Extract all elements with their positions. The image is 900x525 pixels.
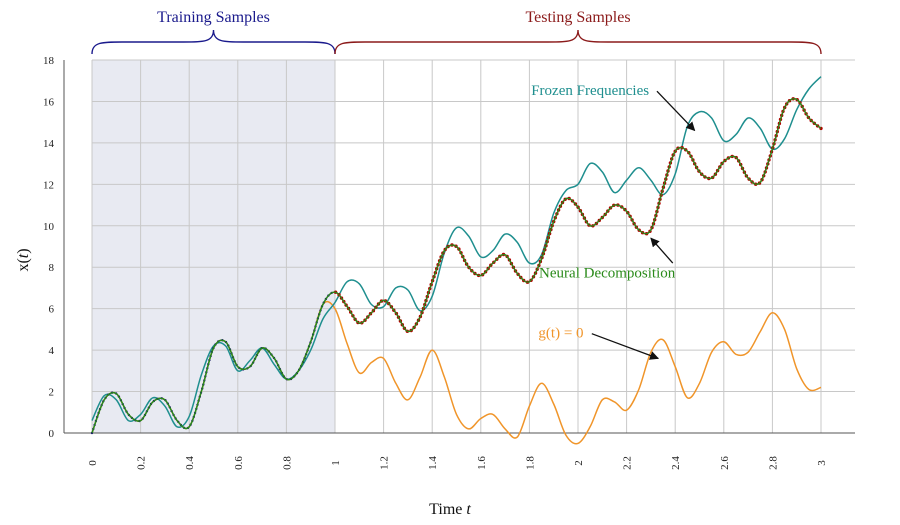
- series-line-neural-decomposition-overlay: [91, 98, 822, 434]
- series-line-frozen-frequencies: [91, 76, 822, 428]
- y-tick-label: 10: [43, 221, 55, 233]
- x-tick-label: 1.6: [476, 456, 488, 470]
- brackets: Training Samples Testing Samples: [91, 9, 822, 55]
- observed-points: [90, 97, 823, 435]
- y-tick-label: 16: [43, 96, 55, 108]
- x-tick-label: 1.4: [427, 456, 439, 470]
- x-tick-label: 1: [330, 460, 342, 466]
- y-tick-label: 8: [49, 262, 55, 274]
- bracket-training-samples: [91, 29, 336, 55]
- x-tick-label: 0.4: [184, 456, 196, 470]
- x-tick-label: 0.2: [136, 456, 148, 470]
- x-tick-label: 2.8: [767, 456, 779, 470]
- y-tick-label: 2: [49, 387, 55, 399]
- y-tick-label: 6: [49, 304, 55, 316]
- annotation-label: Frozen Frequencies: [531, 83, 649, 99]
- y-tick-label: 0: [49, 428, 55, 440]
- y-tick-labels: 0 2 4 6 8 10 12 14 16 18: [43, 55, 55, 440]
- training-region-shade: [92, 60, 335, 433]
- x-tick-label: 1.2: [379, 456, 391, 470]
- annotations: Frozen Frequencies Neural Decomposition g(…: [531, 83, 696, 360]
- y-tick-label: 4: [49, 345, 55, 357]
- x-tick-label: 1.8: [524, 456, 536, 470]
- y-axis-title: x(t): [15, 248, 32, 271]
- x-tick-label: 2.2: [622, 456, 634, 470]
- axes: [63, 60, 855, 434]
- annotation-arrow: [656, 90, 696, 132]
- bracket-label: Training Samples: [157, 9, 270, 26]
- annotation-label: g(t) = 0: [538, 326, 583, 342]
- x-tick-label: 2.6: [719, 456, 731, 470]
- y-tick-label: 12: [43, 179, 54, 191]
- training-region: [92, 60, 335, 433]
- x-tick-label: 3: [816, 460, 828, 466]
- x-tick-label: 0.6: [233, 456, 245, 470]
- x-tick-label: 2.4: [670, 456, 682, 470]
- y-tick-label: 18: [43, 55, 55, 67]
- annotation-arrow: [650, 237, 674, 264]
- annotation-arrow: [591, 333, 660, 360]
- x-tick-label: 2: [573, 460, 585, 466]
- x-tick-label: 0.8: [281, 456, 293, 470]
- x-axis-title: Time t: [429, 501, 471, 518]
- bracket-testing-samples: [334, 29, 822, 55]
- bracket-label: Testing Samples: [525, 9, 630, 26]
- annotation-label: Neural Decomposition: [539, 266, 676, 282]
- y-tick-label: 14: [43, 138, 55, 150]
- x-tick-labels: 0 0.2 0.4 0.6 0.8 1 1.2 1.4 1.6 1.8 2 2.2 2.4 2.6 2.8 3: [87, 456, 828, 470]
- x-tick-label: 0: [87, 460, 99, 466]
